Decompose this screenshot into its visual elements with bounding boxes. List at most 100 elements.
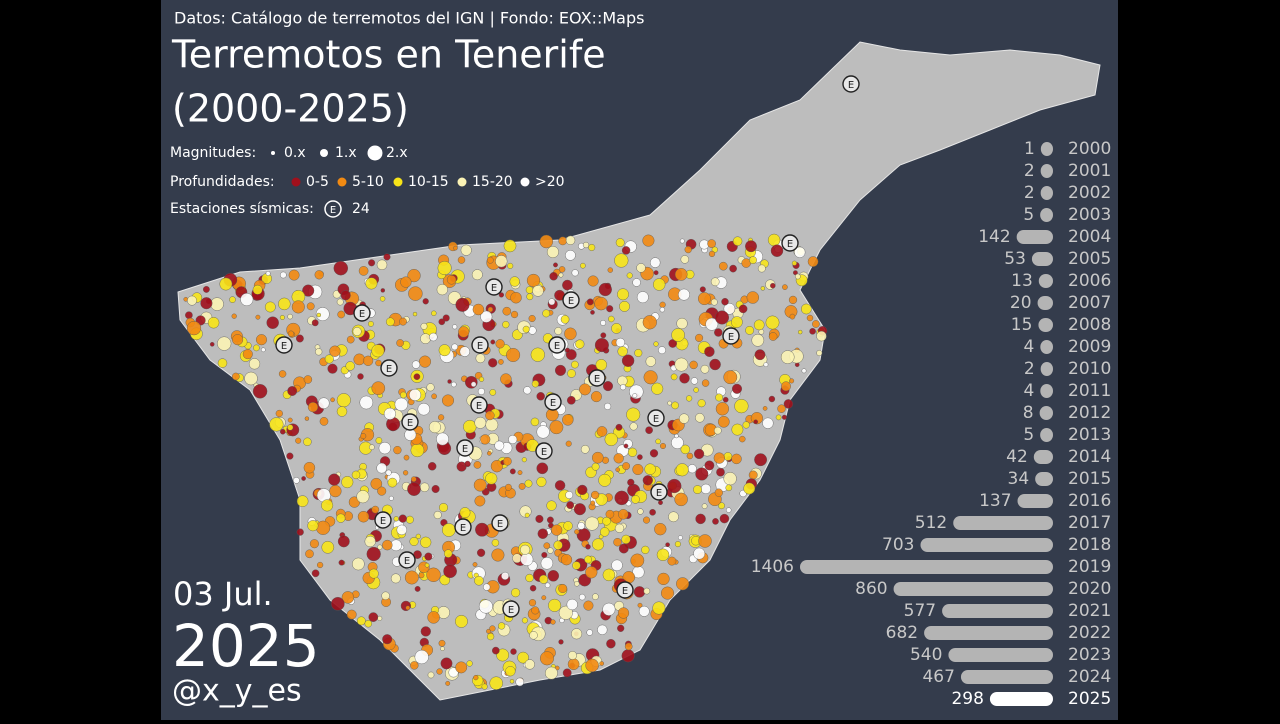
earthquake-dot [699,286,706,293]
earthquake-dot [311,319,319,327]
earthquake-dot [732,383,743,394]
earthquake-dot [718,502,725,510]
earthquake-dot [464,375,478,389]
earthquake-dot [558,639,564,645]
earthquake-dot [622,462,630,470]
earthquake-dot [770,283,776,289]
earthquake-dot [762,417,774,429]
earthquake-dot [661,586,675,600]
earthquake-dot [549,420,564,435]
earthquake-dot [765,315,780,330]
earthquake-dot [537,528,548,539]
earthquake-dot [498,622,506,630]
earthquake-dot [678,288,690,301]
earthquake-dot [731,316,743,328]
year-bar [1038,274,1053,288]
year-label: 2005 [1068,249,1111,269]
earthquake-dot [496,648,509,662]
earthquake-dot [309,539,319,549]
earthquake-dot [763,362,769,367]
earthquake-dot [698,292,711,305]
earthquake-dot [186,321,202,336]
earthquake-dot [256,334,268,346]
earthquake-dot [314,270,324,280]
station-letter: E [380,516,386,527]
earthquake-dot [749,256,757,264]
earthquake-dot [500,373,512,385]
earthquake-dot [315,307,330,321]
earthquake-dot [306,302,315,311]
earthquake-dot [438,318,446,326]
year-label: 2020 [1068,579,1111,599]
earthquake-dot [378,442,391,455]
earthquake-dot [410,661,419,670]
earthquake-dot [278,297,291,311]
earthquake-dot [458,326,470,338]
earthquake-dot [636,263,646,273]
year-label: 2014 [1068,447,1111,467]
earthquake-dot [528,599,537,607]
earthquake-dot [288,269,300,281]
earthquake-dot [377,544,383,550]
earthquake-dot [754,453,767,467]
year-bar [942,604,1053,618]
earthquake-dot [380,288,385,293]
earthquake-dot [346,335,355,344]
earthquake-dot [553,540,563,550]
earthquake-dot [584,555,592,564]
earthquake-dot [438,344,451,357]
earthquake-dot [550,619,556,625]
earthquake-dot [693,387,699,393]
earthquake-dot [568,651,577,660]
earthquake-dot [295,437,302,444]
earthquake-dot [602,602,616,616]
earthquake-dot [305,549,314,559]
earthquake-dot [536,425,550,439]
earthquake-dot [360,433,367,440]
earthquake-dot [754,349,766,361]
earthquake-dot [770,244,784,257]
earthquake-dot [566,598,578,611]
earthquake-dot [700,364,710,374]
earthquake-dot [573,503,586,516]
earthquake-dot [585,544,591,550]
earthquake-dot [377,615,383,621]
station-letter: E [476,401,482,412]
earthquake-dot [709,358,721,371]
earthquake-dot [329,485,342,498]
earthquake-dot [209,341,215,347]
earthquake-dot [731,423,744,436]
earthquake-dot [242,349,253,360]
earthquake-dot [700,483,712,495]
earthquake-dot [637,508,644,515]
earthquake-dot [287,386,298,396]
earthquake-dot [399,317,407,326]
earthquake-dot [428,462,437,471]
earthquake-dot [613,538,622,547]
earthquake-dot [698,534,712,548]
earthquake-dot [687,464,697,474]
earthquake-dot [431,310,437,316]
earthquake-dot [751,333,765,347]
earthquake-dot [396,339,404,347]
earthquake-dot [674,433,679,439]
earthquake-dot [816,330,827,342]
earthquake-dot [693,547,706,560]
earthquake-dot [524,512,530,518]
earthquake-dot [488,358,498,368]
year-count: 467 [922,667,954,687]
earthquake-dot [427,671,435,679]
earthquake-dot [187,295,197,306]
earthquake-dot [475,522,489,537]
earthquake-dot [632,464,644,476]
station-letter: E [550,398,556,409]
year-bar [989,692,1053,706]
earthquake-dot [530,347,545,362]
earthquake-dot [244,371,258,386]
year-label: 2021 [1068,601,1111,621]
earthquake-dot [577,484,588,496]
earthquake-dot [540,651,555,666]
earthquake-dot [595,359,607,371]
station [275,336,293,354]
earthquake-dot [627,447,638,457]
